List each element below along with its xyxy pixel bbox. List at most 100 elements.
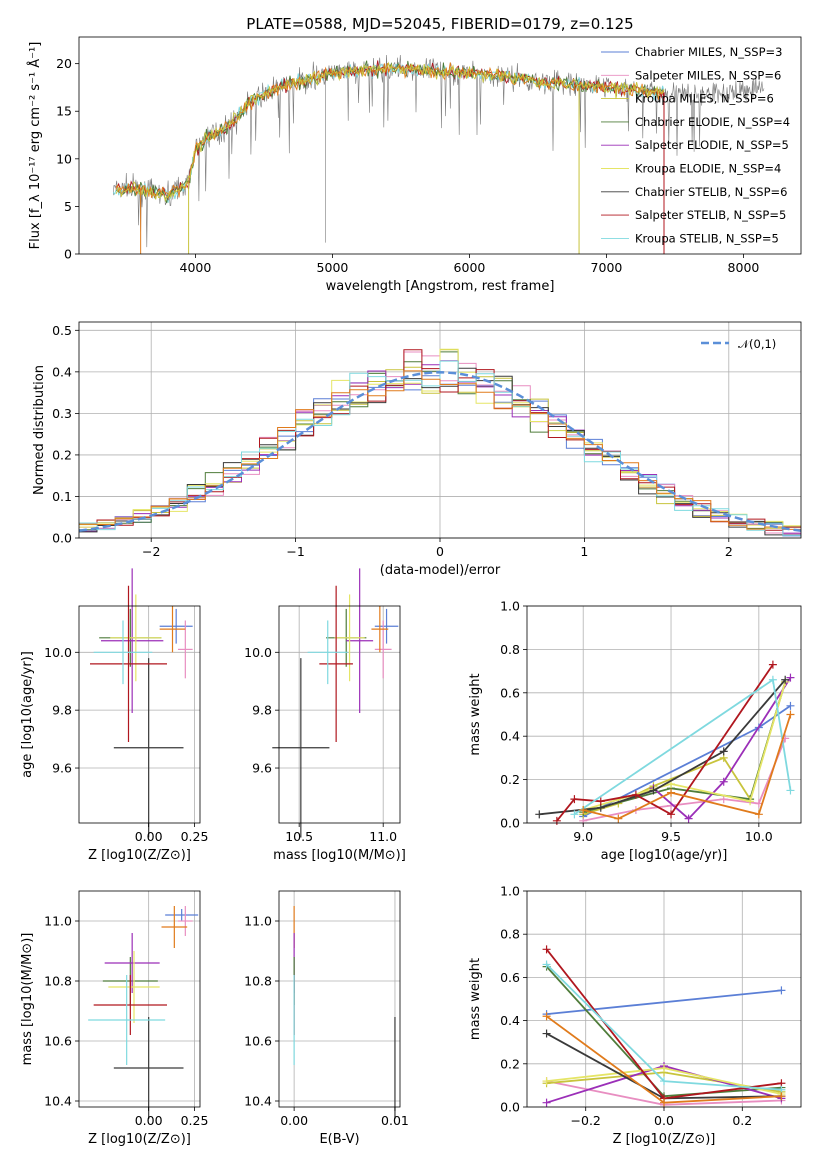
y-tick-label: 0.0 (500, 816, 520, 831)
y-tick-label: 0.5 (52, 323, 72, 338)
y-tick-label: 9.6 (52, 761, 72, 776)
y-tick-label: 0 (64, 247, 72, 262)
weight-point-marker (777, 1092, 786, 1101)
weight-point-marker (667, 810, 676, 819)
x-tick-label: 5000 (317, 260, 349, 275)
weight-point-marker (579, 805, 588, 814)
x-tick-label: 0.00 (135, 1113, 163, 1128)
y-tick-label: 0.4 (52, 364, 72, 379)
x-tick-label: 2 (725, 544, 733, 559)
x-tick-label: 8000 (728, 260, 760, 275)
y-tick-label: 0.1 (52, 489, 72, 504)
weight-point-marker (777, 986, 786, 995)
y-tick-label: 11.0 (44, 914, 72, 929)
weight-point-marker (596, 797, 605, 806)
legend-label: Salpeter STELIB, N_SSP=5 (635, 208, 786, 222)
legend-label: Kroupa ELODIE, N_SSP=4 (635, 162, 781, 176)
legend-label: Chabrier STELIB, N_SSP=6 (635, 185, 787, 199)
residual-histogram-panel: −2 −1 0 1 2 0.0 0.1 0.2 0.3 0.4 0.5 (data-model)/er… (32, 321, 802, 578)
y-tick-label: 9.6 (252, 761, 272, 776)
y-tick-label: 0.2 (52, 447, 72, 462)
y-tick-label: 10.0 (44, 645, 72, 660)
weight-point-marker (535, 810, 544, 819)
weight-point-marker (631, 790, 640, 799)
weight-point-marker (614, 814, 623, 823)
weight-vs-age-panel: 9.0 9.5 10.0 0.0 0.2 0.4 0.6 0.8 1.0 age [log10(a… (468, 599, 802, 863)
x-tick-label: −2 (142, 544, 160, 559)
weight-point-marker (552, 816, 561, 825)
y-tick-label: 0.0 (52, 531, 72, 546)
y-tick-label: 10.0 (244, 645, 272, 660)
plot-frame (278, 605, 401, 824)
x-tick-label: 10.0 (745, 829, 773, 844)
x-tick-label: 9.0 (573, 829, 593, 844)
weight-point-marker (786, 673, 795, 682)
legend-label: Salpeter MILES, N_SSP=6 (635, 68, 781, 82)
plot-frame (278, 890, 401, 1108)
y-tick-label: 9.8 (252, 703, 272, 718)
y-tick-label: 10.4 (244, 1094, 272, 1109)
y-axis-label: Flux [f_λ 10⁻¹⁷ erg cm⁻² s⁻¹ Å⁻¹] (27, 42, 43, 250)
model-spectrum-line (115, 61, 665, 203)
weight-point-marker (667, 788, 676, 797)
weight-point-marker (660, 1098, 668, 1107)
x-tick-label: 7000 (591, 260, 623, 275)
weight-series-line (556, 664, 774, 822)
x-axis-label: age [log10(age/yr)] (601, 848, 728, 863)
y-tick-label: 0.6 (500, 685, 520, 700)
y-tick-label: 11.0 (244, 914, 272, 929)
x-tick-label: 0 (436, 544, 444, 559)
x-tick-label: 1 (580, 544, 588, 559)
weight-point-marker (660, 1077, 668, 1086)
weight-point-marker (768, 675, 777, 684)
legend-label: 𝒩(0,1) (738, 337, 776, 351)
x-axis-label: mass [log10(M/M⊙)] (273, 848, 406, 863)
weight-point-marker (786, 786, 795, 795)
weight-point-marker (542, 1077, 551, 1086)
plot-frame (78, 36, 802, 255)
mass-vs-ebv-panel: 0.00 0.01 10.4 10.6 10.8 11.0 E(B-V) (244, 890, 409, 1147)
weight-point-marker (660, 1064, 668, 1073)
weight-series-line (582, 681, 787, 813)
weight-point-marker (786, 701, 795, 710)
x-tick-label: 11.0 (369, 829, 397, 844)
weight-point-marker (542, 945, 551, 954)
weight-series-line (652, 677, 792, 820)
y-axis-label: mass weight (468, 958, 483, 1040)
x-axis-label: E(B-V) (319, 1132, 359, 1147)
weight-series-line (583, 738, 787, 822)
y-tick-label: 0.6 (500, 970, 520, 985)
x-axis-label: Z [log10(Z/Z⊙)] (88, 1132, 191, 1147)
legend-label: Kroupa STELIB, N_SSP=5 (635, 231, 779, 245)
y-tick-label: 0.0 (500, 1100, 520, 1115)
x-axis-label: wavelength [Angstrom, rest frame] (326, 279, 555, 294)
weight-point-marker (754, 810, 763, 819)
y-tick-label: 0.8 (500, 642, 520, 657)
y-tick-label: 1.0 (500, 599, 520, 614)
x-tick-label: 0.2 (732, 1113, 752, 1128)
y-axis-label: age [log10(age/yr)] (20, 651, 35, 778)
x-axis-label: (data-model)/error (380, 563, 501, 578)
y-tick-label: 1.0 (500, 884, 520, 899)
x-tick-label: −0.2 (571, 1113, 601, 1128)
legend-label: Salpeter ELODIE, N_SSP=5 (635, 138, 789, 152)
weight-point-marker (542, 1012, 551, 1021)
x-tick-label: 4000 (180, 260, 212, 275)
y-tick-label: 0.2 (500, 1056, 520, 1071)
age-vs-metallicity-panel: 0.00 0.25 9.6 9.8 10.0 Z [log10(Z/Z⊙)] age [lo… (20, 568, 208, 863)
x-tick-label: 0.0 (654, 1113, 674, 1128)
weight-point-marker (649, 786, 658, 795)
legend-label: Chabrier ELODIE, N_SSP=4 (635, 115, 790, 129)
y-axis-label: mass [log10(M/M⊙)] (20, 933, 35, 1066)
y-tick-label: 10.6 (44, 1034, 72, 1049)
plot-frame (78, 605, 201, 824)
weight-point-marker (719, 747, 728, 756)
legend-label: Kroupa MILES, N_SSP=6 (635, 92, 774, 106)
x-tick-label: 10.5 (285, 829, 313, 844)
weight-point-marker (719, 777, 728, 786)
spectrum-panel: 4000 5000 6000 7000 8000 0 5 10 15 20 wavelength [… (27, 36, 802, 294)
weight-point-marker (570, 795, 579, 804)
weight-point-marker (781, 675, 790, 684)
y-tick-label: 0.3 (52, 406, 72, 421)
